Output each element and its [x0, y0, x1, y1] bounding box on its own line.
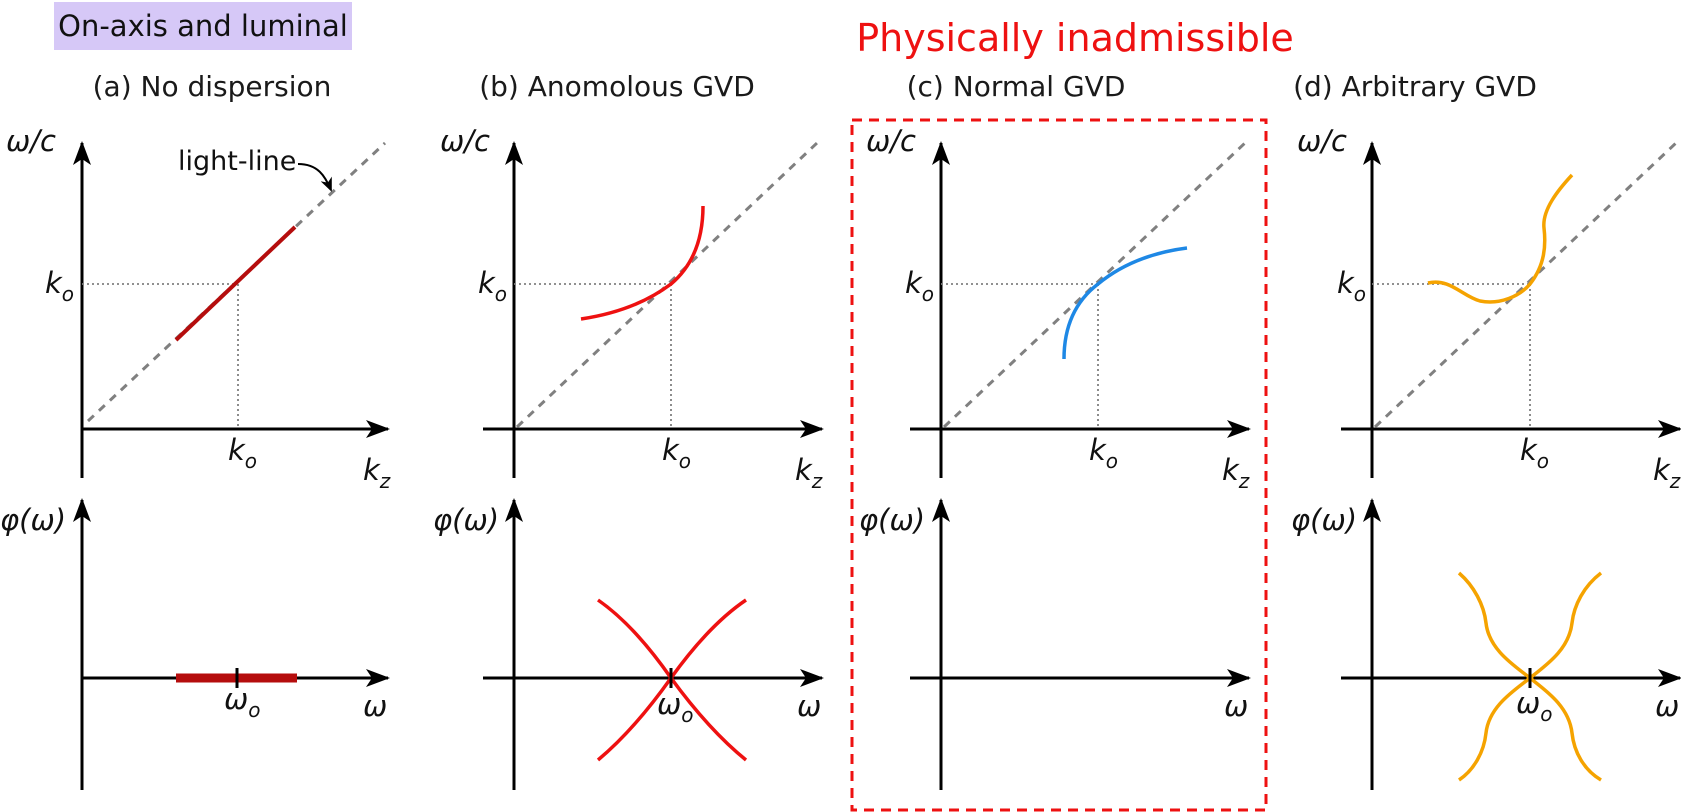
omega-label-c: ω [1224, 689, 1248, 723]
panel-title-c: (c) Normal GVD [906, 70, 1126, 103]
light-line-a [86, 141, 387, 423]
bottom-plot-c: φ(ω) ω [859, 498, 1251, 790]
phi-label-b: φ(ω) [433, 503, 499, 537]
ko-label-y-c: ko [905, 266, 934, 306]
bottom-plot-a: φ(ω) ωo ω [0, 498, 390, 790]
omega-c-label-c: ω/c [866, 124, 916, 158]
omega-o-label-b: ωo [657, 687, 694, 727]
panel-b: ω/c ko ko kz φ(ω) ωo ω [433, 124, 824, 790]
phi-label-d: φ(ω) [1291, 503, 1357, 537]
ko-label-x-d: ko [1520, 433, 1549, 473]
panel-title-b: (b) Anomolous GVD [479, 70, 755, 103]
top-plot-b: ω/c ko ko kz [440, 124, 824, 493]
phi-label-c: φ(ω) [859, 503, 925, 537]
omega-label-a: ω [363, 689, 387, 723]
omega-o-label-a: ωo [224, 682, 261, 722]
ko-label-x-b: ko [662, 433, 691, 473]
bottom-plot-b: φ(ω) ωo ω [433, 498, 824, 790]
panel-c: ω/c ko ko kz φ(ω) ω [859, 124, 1251, 790]
omega-c-label-a: ω/c [6, 124, 56, 158]
ko-label-y-a: ko [45, 266, 74, 306]
panel-title-a: (a) No dispersion [92, 70, 332, 103]
omega-c-label-b: ω/c [440, 124, 490, 158]
ko-label-x-c: ko [1089, 433, 1118, 473]
light-line-annotation: light-line [178, 146, 296, 177]
on-axis-luminal-tag: On-axis and luminal [54, 2, 352, 50]
phi-label-a: φ(ω) [0, 503, 66, 537]
dispersion-curve-a [174, 225, 297, 342]
top-plot-a: ω/c ko ko kz light-line [6, 124, 391, 493]
physically-inadmissible-label: Physically inadmissible [856, 16, 1294, 60]
ko-label-y-d: ko [1337, 266, 1366, 306]
kz-label-b: kz [795, 453, 823, 493]
ko-label-x-a: ko [228, 433, 257, 473]
top-plot-c: ω/c ko ko kz [866, 124, 1251, 493]
panel-title-d: (d) Arbitrary GVD [1293, 70, 1537, 103]
omega-c-label-d: ω/c [1297, 124, 1347, 158]
omega-label-b: ω [797, 689, 821, 723]
dispersion-curve-c [1062, 246, 1188, 360]
dispersion-curve-d [1427, 173, 1574, 304]
kz-label-d: kz [1653, 453, 1681, 493]
light-line-d [1373, 141, 1678, 429]
light-line-arrow [297, 163, 332, 192]
ko-label-y-b: ko [478, 266, 507, 306]
kz-label-c: kz [1222, 453, 1250, 493]
kz-label-a: kz [363, 453, 391, 493]
panel-d: ω/c ko ko kz φ(ω) ωo ω [1291, 124, 1681, 790]
inadmissible-frame [850, 118, 1268, 812]
top-plot-d: ω/c ko ko kz [1297, 124, 1681, 493]
dispersion-curve-b [580, 205, 705, 321]
omega-o-label-d: ωo [1516, 686, 1553, 726]
panel-a: ω/c ko ko kz light-line φ(ω) ωo ω [0, 124, 391, 790]
bottom-plot-d: φ(ω) ωo ω [1291, 498, 1681, 790]
omega-label-d: ω [1655, 689, 1679, 723]
